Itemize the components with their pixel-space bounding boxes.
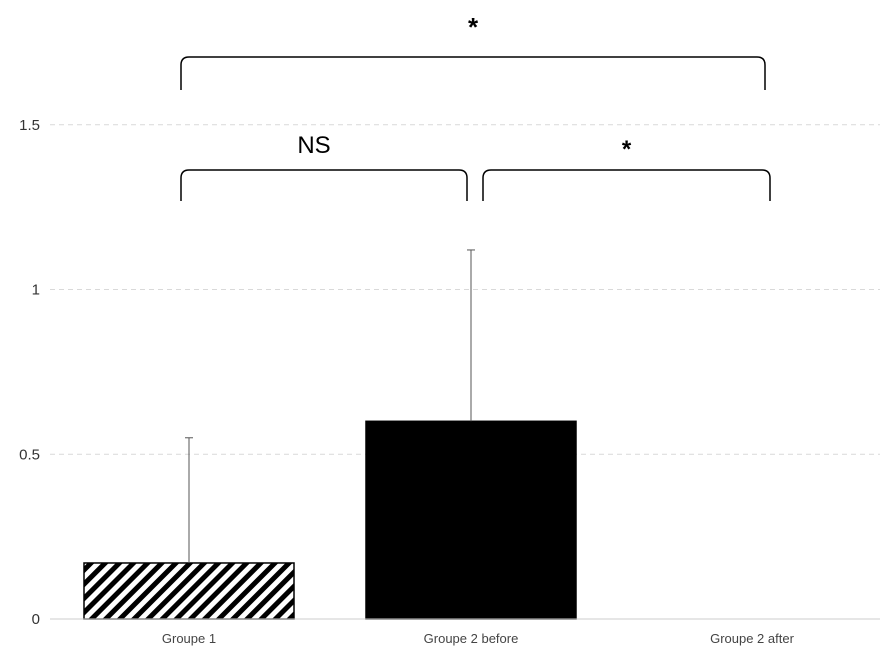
significance-label: * <box>468 12 479 42</box>
x-tick-label: Groupe 1 <box>162 631 216 646</box>
x-tick-label: Groupe 2 before <box>424 631 519 646</box>
grid-lines <box>50 124 880 455</box>
y-axis-ticks: 0 0.5 1 1.5 <box>19 117 40 628</box>
bar <box>365 420 577 620</box>
y-tick-label: 1 <box>32 282 40 299</box>
x-axis-labels: Groupe 1 Groupe 2 before Groupe 2 after <box>162 631 795 646</box>
x-tick-label: Groupe 2 after <box>710 631 794 646</box>
y-tick-label: 0.5 <box>19 446 40 463</box>
y-tick-label: 0 <box>32 611 40 628</box>
significance-bracket <box>180 169 468 201</box>
error-bars <box>185 249 475 563</box>
significance-bracket <box>482 169 771 201</box>
y-tick-label: 1.5 <box>19 117 40 134</box>
significance-brackets: * NS * <box>180 12 771 201</box>
bars <box>83 420 577 620</box>
bar <box>83 562 295 620</box>
significance-label: NS <box>297 132 330 159</box>
significance-label: * <box>622 136 632 163</box>
significance-bracket <box>180 56 766 90</box>
